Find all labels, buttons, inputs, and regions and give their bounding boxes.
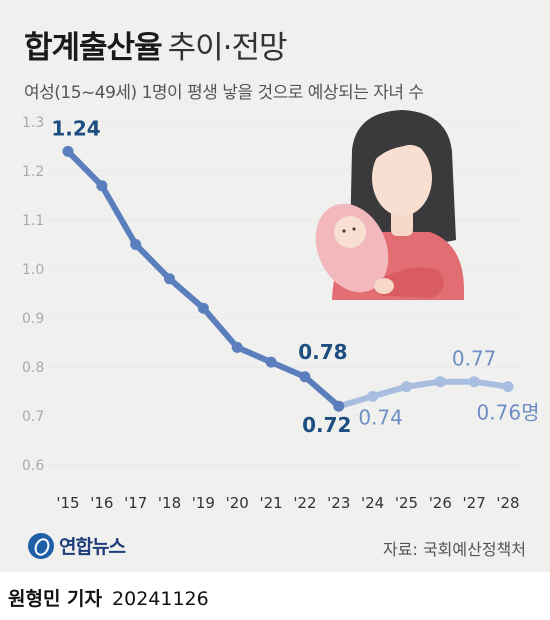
- data-point: [502, 381, 514, 393]
- title-sub: 추이·전망: [167, 30, 288, 66]
- baby-eye-right: [352, 227, 356, 231]
- mother-face: [372, 140, 432, 216]
- data-point: [367, 390, 379, 402]
- logo-text: 연합뉴스: [59, 536, 126, 558]
- yonhap-logo: 연합뉴스: [28, 532, 126, 559]
- data-point: [265, 356, 277, 368]
- series-line-actual: [65, 148, 342, 410]
- mother-and-baby-illustration: [315, 110, 464, 300]
- data-label: 1.24: [51, 116, 100, 140]
- y-tick-label: 0.8: [22, 360, 44, 376]
- chart-title: 합계출산율 추이·전망: [24, 22, 288, 67]
- publish-date: 20241126: [112, 588, 209, 610]
- y-tick-label: 1.0: [22, 262, 44, 278]
- y-tick-label: 0.9: [22, 311, 44, 327]
- reporter-name: 원형민 기자: [8, 588, 103, 610]
- x-tick-label: '17: [124, 494, 147, 512]
- y-tick-label: 0.6: [22, 458, 44, 474]
- x-tick-label: '24: [361, 494, 384, 512]
- title-main: 합계출산율: [24, 30, 163, 66]
- data-point: [468, 376, 480, 388]
- x-tick-label: '22: [293, 494, 316, 512]
- y-tick-label: 1.1: [22, 213, 44, 229]
- x-tick-label: '15: [56, 494, 79, 512]
- line-chart: 0.6 0.7 0.8 0.9 1.0 1.1 1.2 1.3 1.24 0.78 0.72 0.7…: [22, 110, 539, 512]
- data-point: [197, 302, 209, 314]
- data-points: [62, 145, 514, 412]
- data-point: [231, 341, 243, 353]
- data-point: [96, 180, 108, 192]
- x-tick-label: '23: [327, 494, 350, 512]
- data-point: [333, 400, 345, 412]
- baby-face: [334, 216, 366, 248]
- x-tick-label: '28: [496, 494, 519, 512]
- data-point: [299, 371, 311, 383]
- series-line-projected: [335, 378, 511, 410]
- byline: 원형민 기자 20241126: [8, 584, 209, 611]
- data-point: [400, 381, 412, 393]
- mother-arm: [378, 267, 444, 298]
- data-point: [434, 376, 446, 388]
- yonhap-logo-icon: [28, 532, 54, 559]
- source-note: 자료: 국회예산정책처: [383, 540, 526, 559]
- data-point: [130, 239, 142, 250]
- y-axis-ticks: 0.6 0.7 0.8 0.9 1.0 1.1 1.2 1.3: [22, 115, 44, 474]
- mother-hair-fringe: [368, 124, 438, 168]
- mother-hand: [374, 278, 394, 294]
- data-label: 0.78: [298, 340, 347, 364]
- data-label: 0.72: [302, 413, 351, 437]
- y-tick-label: 0.7: [22, 409, 44, 425]
- baby-eye-left: [342, 229, 346, 233]
- x-tick-label: '27: [463, 494, 486, 512]
- data-labels: 1.24 0.78 0.72 0.74 0.77 0.76명: [51, 116, 539, 437]
- x-tick-label: '19: [192, 494, 215, 512]
- y-tick-label: 1.3: [22, 115, 44, 131]
- x-tick-label: '16: [90, 494, 113, 512]
- y-tick-label: 1.2: [22, 164, 44, 180]
- x-tick-label: '21: [259, 494, 282, 512]
- x-tick-label: '25: [395, 494, 418, 512]
- baby-blanket: [315, 203, 389, 293]
- x-tick-label: '18: [158, 494, 181, 512]
- chart-subtitle: 여성(15~49세) 1명이 평생 낳을 것으로 예상되는 자녀 수: [24, 83, 424, 103]
- data-label: 0.76명: [477, 401, 540, 425]
- data-label: 0.77: [452, 347, 497, 371]
- x-tick-label: '26: [429, 494, 452, 512]
- x-tick-label: '20: [226, 494, 249, 512]
- x-axis-ticks: '15 '16 '17 '18 '19 '20 '21 '22 '23 '24 '25 '26 '27 '…: [56, 494, 519, 512]
- data-label: 0.74: [358, 405, 403, 429]
- data-point: [164, 273, 176, 285]
- data-point: [62, 145, 74, 157]
